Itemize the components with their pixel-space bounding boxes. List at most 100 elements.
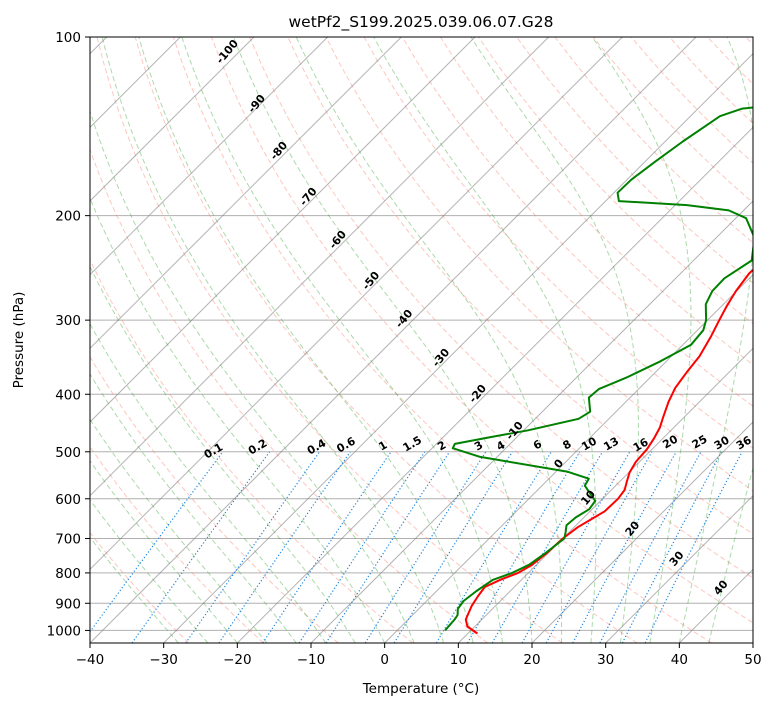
x-tick-label: 50 [744, 652, 761, 668]
isotherm [384, 273, 753, 643]
dry-adiabat [439, 37, 753, 366]
moist-adiabat [708, 466, 753, 643]
moist-adiabat [90, 322, 327, 643]
mixing-ratio-label: 1 [376, 438, 389, 453]
mixing-ratio-label: 10 [579, 434, 599, 453]
mixing-ratio-label: 20 [660, 432, 680, 451]
moist-adiabat [90, 109, 415, 643]
y-tick-label: 500 [55, 445, 81, 461]
profile-series [444, 106, 753, 635]
x-tick-label: −40 [76, 652, 105, 668]
mixing-ratio-label: 2 [435, 438, 448, 453]
y-axis-label: Pressure (hPa) [11, 292, 27, 389]
dry-adiabat [516, 37, 753, 284]
mixing-ratio-label: 3 [472, 438, 485, 453]
mixing-ratio-label: 8 [561, 437, 574, 452]
y-tick-label: 400 [55, 387, 81, 403]
moist-adiabat-label: -10 [503, 419, 526, 443]
dry-adiabat [707, 37, 753, 85]
moist-adiabat [90, 196, 386, 643]
x-tick-label: 0 [380, 652, 389, 668]
mixing-ratio-line [298, 451, 426, 643]
axes: −40 −30 −20 −10 0 10 20 30 40 50 1000 900 800 700 600 5… [47, 30, 762, 668]
moist-adiabat [678, 37, 753, 643]
plot-area: 0.1 0.2 0.4 0.6 1 1.5 2 3 4 6 8 10 13 16 20 25 30 36-100-… [90, 37, 753, 643]
mixing-ratio-line [393, 451, 513, 643]
mixing-ratio-line [218, 451, 351, 643]
isotherm [678, 568, 753, 643]
mixing-ratio-line [545, 451, 653, 643]
x-tick-label: 20 [523, 652, 540, 668]
moist-adiabat [90, 499, 209, 643]
dry-adiabat [96, 37, 563, 643]
y-tick-label: 700 [55, 532, 81, 548]
isotherm [605, 494, 753, 643]
moist-adiabat-label: -30 [430, 346, 453, 370]
x-tick-label: 40 [671, 652, 688, 668]
dry-adiabat [249, 37, 753, 579]
dry-adiabat [401, 37, 753, 407]
mixing-ratio-label: 30 [712, 433, 732, 452]
moist-adiabat [373, 37, 597, 643]
y-tick-label: 200 [55, 209, 81, 225]
moist-adiabat-label: -90 [245, 92, 268, 116]
mixing-ratio-line [262, 451, 392, 643]
dry-adiabat [669, 37, 753, 125]
y-tick-label: 100 [55, 30, 81, 46]
x-tick-label: −10 [297, 652, 326, 668]
isotherm [531, 421, 753, 643]
mixing-ratio-label: 0.1 [202, 440, 225, 461]
isotherm [90, 37, 402, 350]
isotherm [236, 126, 753, 643]
moist-adiabat [232, 37, 533, 643]
mixing-ratio-line [131, 451, 271, 643]
isotherm [90, 37, 329, 276]
dry-adiabat [134, 37, 638, 643]
x-tick-label: −30 [149, 652, 178, 668]
mixing-ratio-line [491, 451, 604, 643]
mixing-ratio-line [572, 451, 677, 643]
dry-adiabat [90, 148, 488, 643]
mixing-ratio-line [364, 451, 487, 643]
x-tick-label: 10 [450, 652, 467, 668]
dry-adiabat [211, 37, 753, 624]
moist-adiabat-label: -20 [466, 382, 489, 406]
moist-adiabat [470, 37, 639, 643]
dry-adiabat [90, 258, 414, 643]
dry-adiabats [90, 37, 753, 643]
dry-adiabat [325, 37, 753, 492]
isotherm [310, 200, 753, 643]
isotherm [90, 37, 623, 571]
isotherm [90, 37, 255, 202]
y-tick-label: 800 [55, 566, 81, 582]
isotherms [90, 37, 753, 643]
x-tick-label: 30 [597, 652, 614, 668]
mixing-ratio-line [185, 451, 321, 643]
moist-adiabat [90, 373, 297, 643]
moist-adiabat-label: -100 [213, 37, 241, 67]
dry-adiabat [172, 37, 712, 643]
dry-adiabat [745, 37, 753, 46]
mixing-ratio-line [466, 451, 581, 643]
moist-adiabat-label: 30 [667, 548, 687, 568]
moist-adiabat-label: -60 [326, 228, 349, 252]
mixing-ratio-line [599, 451, 702, 643]
dry-adiabat [478, 37, 753, 325]
isotherm [163, 52, 753, 643]
isotherm [90, 37, 476, 423]
moist-adiabat [591, 37, 692, 643]
mixing-ratio-line [521, 451, 631, 643]
mixing-ratio-line [435, 451, 552, 643]
moist-adiabat-label: -70 [297, 185, 320, 209]
mixing-ratio-label: 0.2 [246, 436, 269, 457]
moist-adiabat [138, 37, 474, 643]
isotherm [90, 37, 550, 497]
dewpoint-line [444, 106, 753, 632]
moist-adiabat [90, 460, 238, 643]
y-tick-label: 1000 [47, 623, 81, 639]
isotherm [752, 642, 753, 643]
dry-adiabat [90, 355, 339, 643]
dry-adiabat [90, 531, 190, 643]
x-axis-label: Temperature (°C) [362, 681, 480, 697]
